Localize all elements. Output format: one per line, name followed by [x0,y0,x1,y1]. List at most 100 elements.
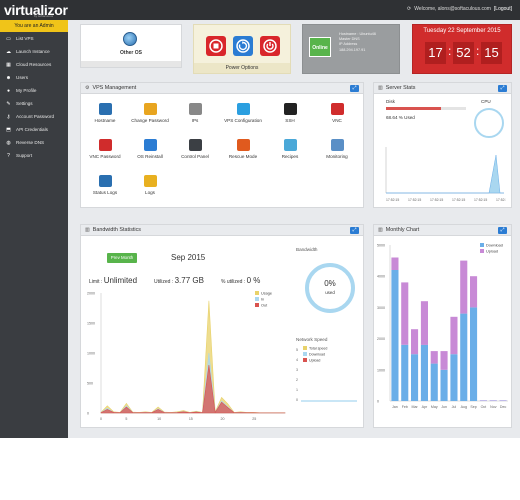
sidebar-item-support[interactable]: ? Support [0,149,68,162]
refresh-icon[interactable]: ⟳ [407,6,412,12]
host-line: Master DNS [339,37,360,42]
tool-label: IPs [191,118,199,123]
bar-upload-jun [440,351,448,370]
network-speed-title: Network Speed [296,337,328,342]
expand-button[interactable]: ⤢ [350,85,359,92]
logout-link[interactable]: [Logout] [493,6,512,12]
legend-label: Usage [261,292,272,296]
x-tick-label: Oct [481,405,487,409]
tool-status-logs[interactable]: Status Logs [83,175,127,195]
stop-button[interactable] [206,36,226,56]
server-stats-chart: 17:52:15 17:52:15 17:52:15 17:52:15 17:52:15… [385,147,506,202]
sidebar-item-account-password[interactable]: ⚷ Account Password [0,110,68,123]
expand-button[interactable]: ⤢ [498,227,507,234]
logo-subtitle: by softaculous [34,14,54,18]
net-y-tick: 2 [296,378,298,382]
tool-vnc-password[interactable]: VNC Password [83,139,127,159]
sidebar-item-settings[interactable]: ✎ Settings [0,97,68,110]
tool-vps-configuration[interactable]: VPS Configuration [221,103,265,123]
expand-button[interactable]: ⤢ [498,85,507,92]
net-legend-label: Total speed [309,347,327,351]
tool-label: Status Logs [92,190,118,195]
y-tick-label: 3000 [377,306,385,310]
online-badge: Online [309,37,331,57]
tool-hostname[interactable]: Hostname [83,103,127,123]
x-tick-label: 10 [157,417,161,421]
bar-chart-icon: ▥ [378,85,383,91]
percent-row: % utilized : 0 % [221,276,260,285]
bandwidth-header: ▥ Bandwidth Statistics ⤢ [81,225,363,236]
tool-label: VNC Password [89,154,121,159]
tool-control-panel[interactable]: Control Panel [173,139,217,159]
restart-icon [236,39,250,53]
x-tick-label: Apr [422,405,428,409]
restart-button[interactable] [233,36,253,56]
monitoring-icon [330,139,344,151]
welcome-text: Welcome, alons@softaculous.com [414,6,491,12]
panel-title: Monthly Chart [385,227,420,233]
utilized-value: 3.77 GB [174,276,204,285]
control-panel-icon [188,139,202,151]
gauge-sub: used [325,290,335,295]
tool-os-reinstall[interactable]: OS Reinstall [128,139,172,159]
globe-icon: ◍ [6,140,11,146]
bandwidth-chart: 0 500 1000 1500 2000 0 5 10 15 20 25 Usage In Out [87,291,286,421]
clock-hours: 17 [425,42,446,64]
sidebar-item-cloud-resources[interactable]: ▦ Cloud Resources [0,58,68,71]
sidebar-item-my-profile[interactable]: ● My Profile [0,84,68,97]
sidebar-item-api-credentials[interactable]: ⬒ API Credentials [0,123,68,136]
monthly-chart-header: ▥ Monthly Chart ⤢ [374,225,511,236]
x-tick-label: 20 [221,417,225,421]
os-icon [123,32,137,46]
bar-download-jul [450,354,458,401]
sidebar-item-launch-instance[interactable]: ☁ Launch Instance [0,45,68,58]
legend-swatch [480,243,484,247]
power-options-card: Power Options [193,24,291,74]
prev-month-button[interactable]: Prev Month [107,253,137,263]
disk-label: Disk [386,99,395,104]
cloud-upload-icon: ☁ [6,49,11,55]
host-line: IP Address [339,42,358,47]
tool-label: Rescue Mode [228,154,258,159]
host-line: 188.294.197.91 [339,47,366,52]
expand-button[interactable]: ⤢ [350,227,359,234]
legend-label: Download [486,244,503,248]
tool-vnc[interactable]: VNC [315,103,359,123]
bar-download-mar [411,354,419,401]
clock-card: Tuesday 22 September 2015 17 : 52 : 15 [412,24,512,74]
net-y-tick: 4 [296,358,298,362]
recipes-icon [283,139,297,151]
tool-ssh[interactable]: SSH [268,103,312,123]
tool-recipes[interactable]: Recipes [268,139,312,159]
x-tick-label: May [431,405,438,409]
key-icon: ⚷ [6,114,11,120]
monthly-chart-panel: ▥ Monthly Chart ⤢ 0 1000 2000 3000 4000 5000 J… [373,224,512,428]
bandwidth-panel: ▥ Bandwidth Statistics ⤢ Prev Month Sep … [80,224,364,428]
sidebar-item-label: Settings [16,101,33,106]
utilized-label: Utilized : [154,279,174,285]
tool-rescue-mode[interactable]: Rescue Mode [221,139,265,159]
hostname-icon [98,103,112,115]
sidebar-item-label: Reverse DNS [16,140,45,145]
sidebar-item-label: My Profile [16,88,37,93]
tool-change-password[interactable]: Change Password [128,103,172,123]
sidebar-item-list-vps[interactable]: ▭ List VPS [0,32,68,45]
legend-swatch [480,249,484,253]
sidebar-item-users[interactable]: ☻ Users [0,71,68,84]
series-area-in [100,352,286,414]
monthly-bar-chart: 0 1000 2000 3000 4000 5000 Jan Feb Mar Apr May Jun J… [377,243,508,409]
sidebar-item-reverse-dns[interactable]: ◍ Reverse DNS [0,136,68,149]
bar-download-jun [440,369,448,401]
sidebar-item-label: Cloud Resources [16,62,52,67]
sidebar-item-label: Users [16,75,28,80]
power-off-button[interactable] [260,36,280,56]
vnc-password-icon [98,139,112,151]
x-tick-label: Jan [392,405,398,409]
bar-upload-apr [420,301,428,345]
tool-ips[interactable]: IPs [173,103,217,123]
tool-monitoring[interactable]: Monitoring [315,139,359,159]
x-tick-label: Jul [452,405,457,409]
grid-icon: ▦ [6,62,11,68]
x-tick-label: Feb [402,405,408,409]
tool-logs[interactable]: Logs [128,175,172,195]
